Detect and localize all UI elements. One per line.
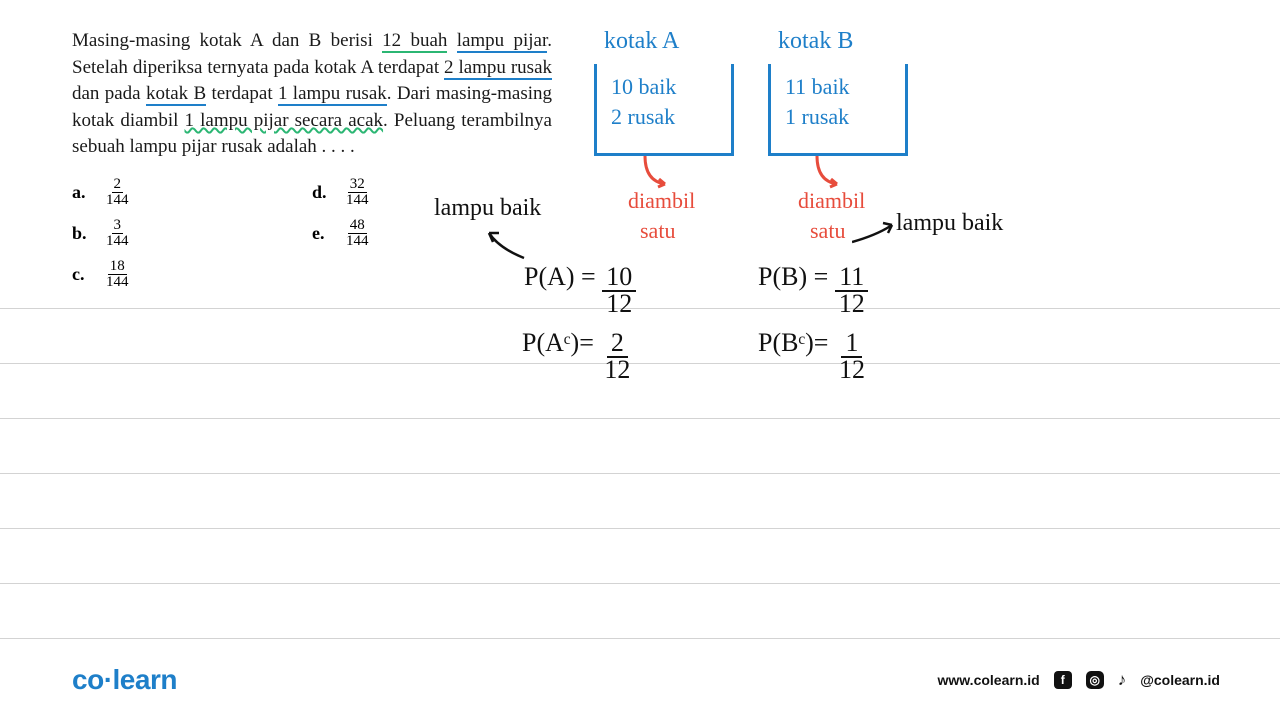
label-satu-a: satu [640,218,675,244]
eq-pb: P(B) = 1112 [758,262,869,316]
eq-pa: P(A) = 1012 [524,262,636,316]
instagram-icon: ◎ [1086,671,1104,689]
option-letter: e. [312,223,330,244]
option-letter: c. [72,264,90,285]
box-line: 11 baik [785,72,891,102]
text-underline: kotak B [146,83,206,106]
boxA-title: kotak A [604,28,679,55]
option-letter: a. [72,182,90,203]
facebook-icon: f [1054,671,1072,689]
footer: co·learn www.colearn.id f ◎ ♪ @colearn.i… [72,664,1220,696]
numerator: 11 [835,265,868,292]
fraction: 3144 [104,218,131,249]
box-kotak-a: 10 baik 2 rusak [594,64,734,156]
logo-learn: learn [113,664,177,695]
option-b: b. 3144 [72,218,312,249]
footer-handle: @colearn.id [1140,672,1220,688]
box-line: 10 baik [611,72,717,102]
tiktok-icon: ♪ [1118,670,1127,690]
boxB-title: kotak B [778,28,853,55]
denominator: 12 [602,292,636,317]
fraction: 48144 [344,218,371,249]
line [0,363,1280,364]
text: dan pada [72,83,146,104]
box-line: 1 rusak [785,102,891,132]
logo: co·learn [72,664,177,696]
line [0,473,1280,474]
numerator: 2 [112,177,124,193]
denominator: 144 [104,193,131,208]
eq-lhs: P(Aᶜ)= [522,328,594,357]
numerator: 32 [348,177,367,193]
numerator: 1 [841,331,862,358]
fraction: 2144 [104,177,131,208]
label-diambil-a: diambil [628,188,695,214]
text-underline: 12 buah [382,30,447,53]
denominator: 144 [344,193,371,208]
label-lampu-baik-left: lampu baik [434,195,541,222]
denominator: 12 [835,292,869,317]
text-underline: 1 lampu rusak [278,83,387,106]
box-kotak-b: 11 baik 1 rusak [768,64,908,156]
numerator: 3 [112,218,124,234]
denominator: 12 [600,358,634,383]
text: terdapat [206,83,278,104]
fraction: 1112 [835,265,869,316]
option-letter: b. [72,223,90,244]
line [0,528,1280,529]
options: a.2144 d.32144 b.3144 e.48144 c.18144 [72,177,552,290]
line [0,418,1280,419]
box-line: 2 rusak [611,102,717,132]
eq-pbc: P(Bᶜ)= 112 [758,328,869,382]
line [0,638,1280,639]
text: Masing-masing kotak A dan B berisi [72,30,382,51]
eq-pac: P(Aᶜ)= 212 [522,328,634,382]
denominator: 144 [344,234,371,249]
question-text: Masing-masing kotak A dan B berisi 12 bu… [72,28,552,161]
numerator: 10 [602,265,636,292]
option-c: c. 18144 [72,259,312,290]
logo-co: co [72,664,104,695]
denominator: 144 [104,234,131,249]
label-lampu-baik-right: lampu baik [896,210,1003,237]
logo-dot: · [104,664,113,695]
fraction: 112 [835,331,869,382]
text-underline: 1 lampu pijar secara acak [185,110,384,131]
option-letter: d. [312,182,330,203]
footer-right: www.colearn.id f ◎ ♪ @colearn.id [938,670,1220,690]
footer-url: www.colearn.id [938,672,1040,688]
fraction: 18144 [104,259,131,290]
text-underline: 2 lampu rusak [444,57,552,80]
question-block: Masing-masing kotak A dan B berisi 12 bu… [72,28,552,290]
numerator: 2 [607,331,628,358]
ruled-lines [0,308,1280,644]
arrow-icon [852,220,902,250]
label-diambil-b: diambil [798,188,865,214]
label-satu-b: satu [810,218,845,244]
fraction: 212 [600,331,634,382]
eq-lhs: P(Bᶜ)= [758,328,828,357]
eq-lhs: P(A) = [524,262,596,291]
fraction: 1012 [602,265,636,316]
numerator: 18 [108,259,127,275]
option-a: a. 2144 [72,177,312,208]
line [0,308,1280,309]
fraction: 32144 [344,177,371,208]
numerator: 48 [348,218,367,234]
text-underline: lampu pijar [457,30,548,53]
line [0,583,1280,584]
denominator: 144 [104,275,131,290]
denominator: 12 [835,358,869,383]
eq-lhs: P(B) = [758,262,828,291]
